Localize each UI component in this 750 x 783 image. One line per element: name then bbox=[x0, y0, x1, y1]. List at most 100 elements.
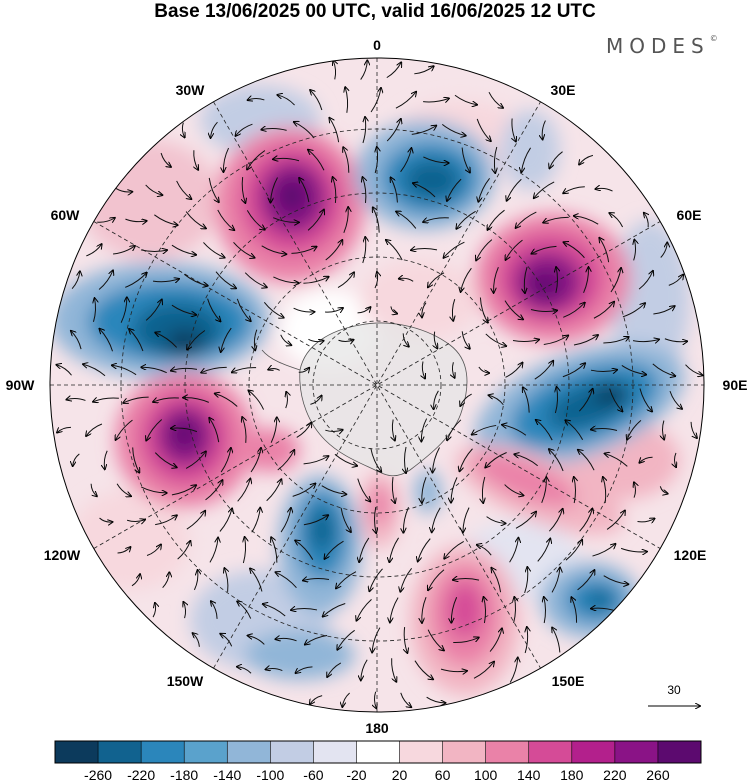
wind-arrow bbox=[244, 272, 267, 288]
colorbar-swatch bbox=[571, 741, 616, 763]
wind-arrow bbox=[627, 419, 642, 439]
wind-arrow bbox=[261, 128, 287, 130]
wind-arrow bbox=[578, 450, 595, 471]
wind-arrow bbox=[478, 366, 489, 373]
wind-arrow bbox=[461, 331, 470, 348]
wind-arrow bbox=[411, 126, 436, 135]
wind-arrow bbox=[668, 275, 683, 286]
wind-arrow bbox=[171, 485, 196, 496]
wind-arrow bbox=[603, 575, 629, 585]
wind-arrow bbox=[427, 629, 444, 651]
wind-arrow bbox=[209, 418, 220, 443]
wind-arrow bbox=[177, 541, 191, 560]
meridian-line bbox=[213, 101, 541, 669]
wind-arrow bbox=[357, 478, 371, 502]
wind-arrow bbox=[432, 447, 440, 472]
wind-arrow bbox=[362, 177, 365, 203]
wind-arrow bbox=[389, 537, 400, 562]
wind-arrow bbox=[215, 271, 236, 289]
map-title: Base 13/06/2025 00 UTC, valid 16/06/2025… bbox=[154, 1, 596, 22]
wind-arrow bbox=[93, 298, 95, 322]
wind-arrow bbox=[125, 273, 146, 288]
wind-arrow bbox=[324, 540, 344, 559]
wind-arrow bbox=[86, 244, 101, 257]
wind-arrow bbox=[422, 596, 427, 623]
wind-arrow bbox=[171, 368, 198, 370]
wind-arrow bbox=[571, 597, 578, 623]
wind-arrow bbox=[209, 538, 218, 563]
wind-arrow bbox=[303, 456, 329, 465]
wind-arrow bbox=[116, 419, 133, 440]
wind-arrow bbox=[414, 66, 433, 75]
wind-arrow bbox=[98, 270, 113, 290]
wind-arrow bbox=[303, 578, 330, 580]
wind-arrow bbox=[488, 91, 503, 108]
wind-arrow bbox=[224, 568, 228, 592]
wind-arrow bbox=[556, 267, 558, 293]
label-120w: 120W bbox=[44, 547, 81, 563]
wind-arrow bbox=[338, 340, 353, 342]
wind-arrow bbox=[310, 695, 323, 705]
wind-arrow bbox=[342, 692, 350, 707]
wind-arrow bbox=[113, 246, 135, 255]
wind-arrow bbox=[83, 364, 106, 377]
wind-arrow bbox=[357, 307, 371, 314]
wind-arrow bbox=[564, 242, 585, 259]
wind-arrow bbox=[237, 667, 252, 674]
wind-arrow bbox=[506, 239, 523, 260]
colorbar-swatch bbox=[657, 741, 702, 763]
wind-arrow bbox=[242, 177, 245, 203]
wind-arrow bbox=[146, 544, 161, 556]
wind-arrow bbox=[514, 454, 538, 467]
map-boundary bbox=[49, 57, 705, 713]
wind-arrow bbox=[456, 210, 476, 228]
wind-arrow bbox=[621, 364, 646, 374]
colorbar-swatch bbox=[313, 741, 357, 763]
colorbar-tick-label: 60 bbox=[435, 767, 451, 783]
colorbar-swatch bbox=[55, 741, 99, 763]
wind-arrow bbox=[660, 243, 668, 258]
wind-arrow bbox=[162, 572, 170, 589]
wind-arrow bbox=[413, 183, 436, 198]
wind-arrow bbox=[237, 479, 251, 502]
wind-arrow bbox=[418, 538, 431, 562]
wind-arrow bbox=[620, 547, 647, 552]
wind-arrow bbox=[374, 506, 376, 533]
wind-arrow bbox=[140, 250, 167, 252]
colorbar-swatch bbox=[98, 741, 142, 763]
wind-arrow bbox=[562, 363, 585, 378]
wind-arrow bbox=[303, 515, 328, 526]
wind-arrow bbox=[463, 507, 470, 533]
wind-arrow bbox=[659, 486, 667, 493]
wind-arrow bbox=[521, 147, 531, 172]
wind-arrow bbox=[277, 95, 295, 106]
wind-arrow bbox=[444, 540, 464, 558]
wind-arrow bbox=[236, 298, 250, 321]
wind-arrow bbox=[606, 511, 625, 530]
latitude-circle bbox=[248, 256, 506, 514]
wind-arrow bbox=[453, 638, 479, 643]
wind-arrow bbox=[205, 480, 223, 501]
wind-arrow bbox=[476, 118, 491, 141]
wind-arrow bbox=[117, 547, 131, 554]
wind-arrow bbox=[291, 608, 318, 610]
wind-arrow bbox=[154, 214, 177, 225]
wind-arrow bbox=[343, 147, 350, 173]
wind-arrow bbox=[145, 184, 163, 195]
wind-arrow bbox=[543, 216, 569, 222]
wind-arrow bbox=[489, 628, 502, 652]
wind-arrow bbox=[434, 390, 439, 409]
label-0: 0 bbox=[373, 37, 381, 53]
wind-arrow bbox=[152, 279, 179, 282]
wind-arrow bbox=[73, 453, 80, 466]
wind-arrow bbox=[141, 486, 166, 493]
wind-arrow bbox=[610, 268, 621, 293]
wind-arrow bbox=[201, 366, 227, 372]
wind-arrow bbox=[422, 476, 427, 503]
wind-arrow bbox=[514, 597, 516, 624]
wind-arrow bbox=[308, 339, 323, 341]
wind-arrow bbox=[472, 424, 497, 434]
wind-arrow bbox=[390, 306, 397, 313]
wind-arrow bbox=[532, 245, 557, 253]
wind-arrow bbox=[674, 452, 676, 467]
